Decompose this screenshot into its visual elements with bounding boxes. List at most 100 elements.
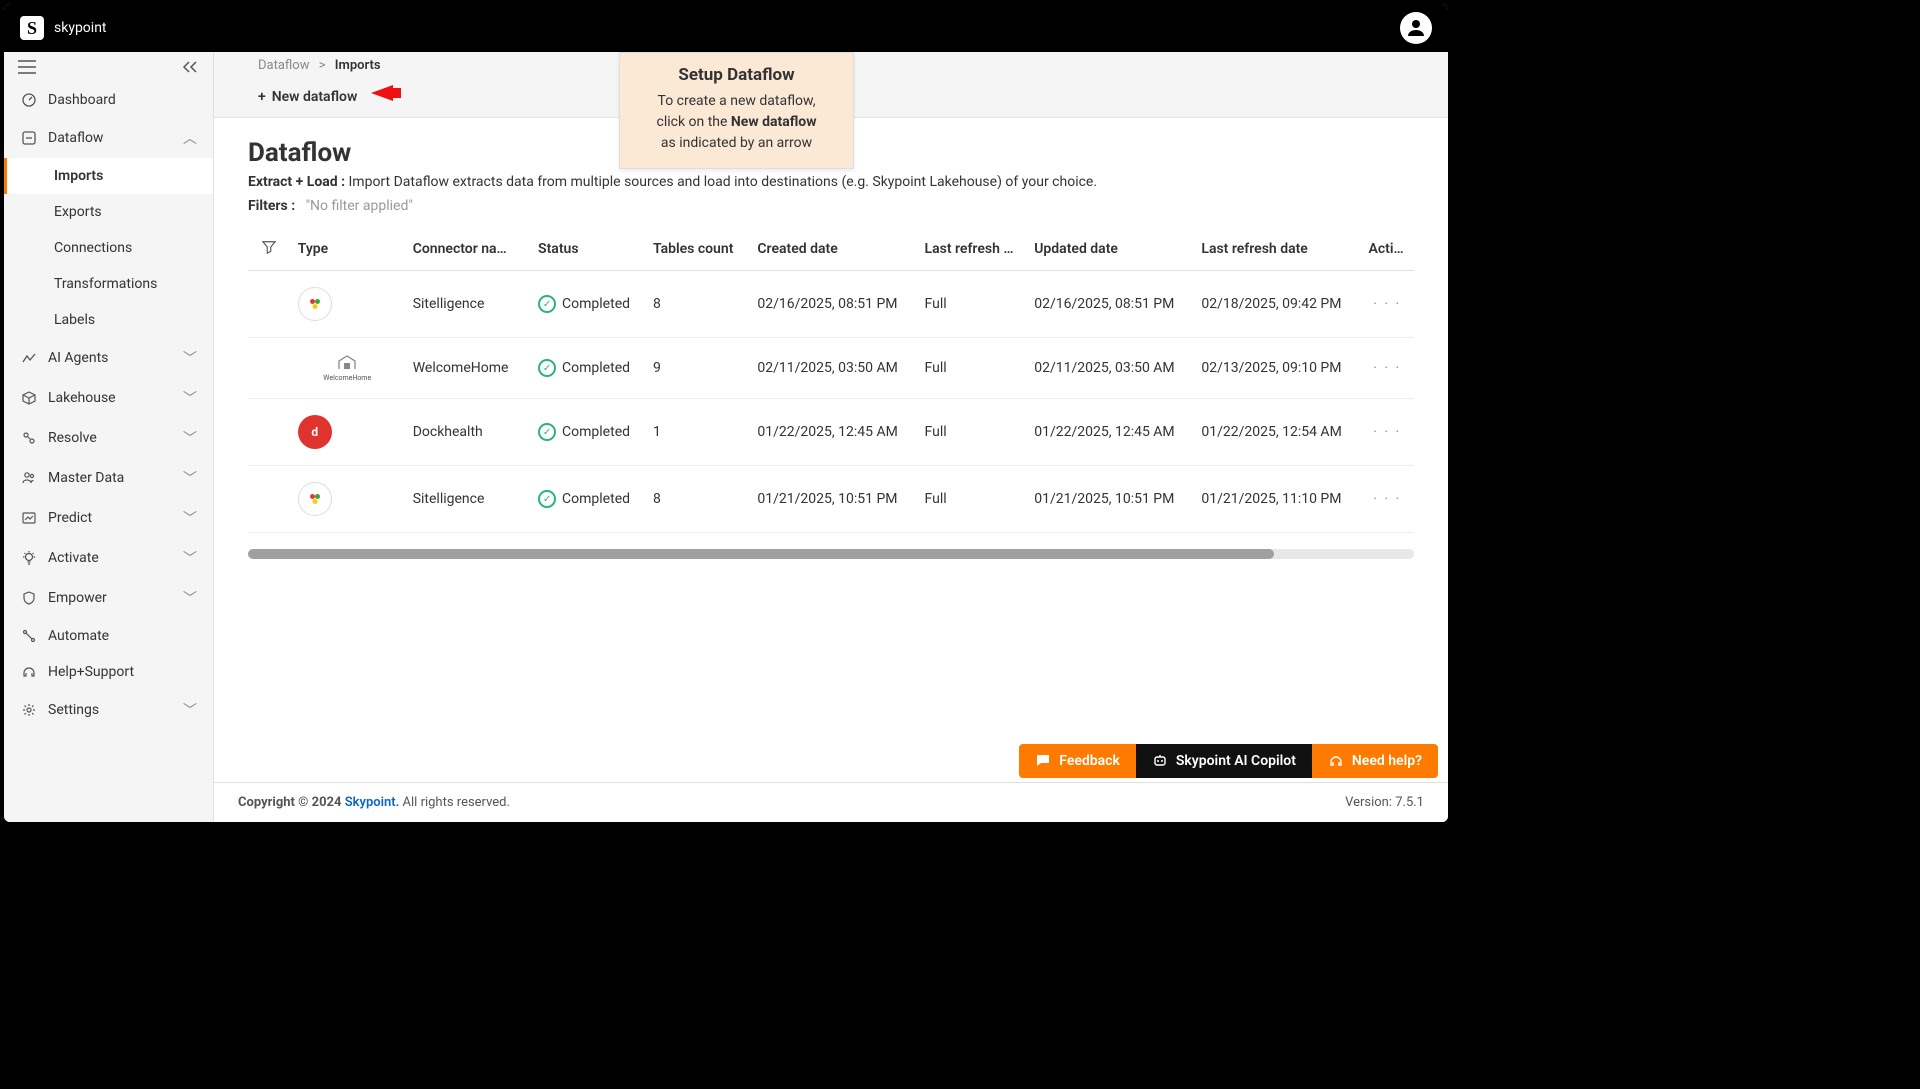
setup-callout: Setup Dataflow To create a new dataflow,…	[619, 52, 854, 169]
cell-status: ✓Completed	[538, 490, 637, 508]
topbar: S skypoint	[4, 4, 1448, 52]
automate-icon	[20, 628, 38, 644]
sidebar-subitem-exports[interactable]: Exports	[4, 194, 213, 230]
col-updated[interactable]: Updated date	[1026, 228, 1193, 271]
cell-last-date: 02/18/2025, 09:42 PM	[1193, 271, 1360, 338]
sidebar-item-activate[interactable]: Activate﹀	[4, 538, 213, 578]
chevron-down-icon: ﹀	[183, 428, 197, 448]
new-dataflow-button[interactable]: + New dataflow	[258, 89, 357, 105]
sidebar-item-resolve[interactable]: Resolve﹀	[4, 418, 213, 458]
pointer-arrow-icon	[371, 85, 393, 101]
sidebar-item-ai-agents[interactable]: AI Agents ﹀	[4, 338, 213, 378]
cell-status: ✓Completed	[538, 359, 637, 377]
cell-created: 01/22/2025, 12:45 AM	[749, 399, 916, 466]
sidebar-item-master-data[interactable]: Master Data﹀	[4, 458, 213, 498]
col-connector[interactable]: Connector na…	[405, 228, 530, 271]
chevron-down-icon: ﹀	[183, 588, 197, 608]
footer-copy-suffix: All rights reserved.	[399, 795, 510, 810]
chevron-down-icon: ﹀	[183, 348, 197, 368]
check-circle-icon: ✓	[538, 359, 556, 377]
connector-icon: d	[298, 415, 332, 449]
check-circle-icon: ✓	[538, 423, 556, 441]
sidebar-subitem-imports[interactable]: Imports	[4, 158, 213, 194]
cell-last-type: Full	[917, 271, 1027, 338]
chevron-down-icon: ﹀	[183, 548, 197, 568]
sidebar-item-empower[interactable]: Empower﹀	[4, 578, 213, 618]
cell-status: ✓Completed	[538, 423, 637, 441]
sidebar-item-automate[interactable]: Automate	[4, 618, 213, 654]
brand[interactable]: S skypoint	[20, 16, 107, 40]
bulb-icon	[20, 550, 38, 566]
chat-icon	[1035, 753, 1051, 769]
cell-last-type: Full	[917, 338, 1027, 399]
col-type[interactable]: Type	[290, 228, 405, 271]
user-icon	[1404, 16, 1428, 40]
col-actions[interactable]: Acti…	[1361, 228, 1414, 271]
col-last-refresh-type[interactable]: Last refresh …	[917, 228, 1027, 271]
col-created[interactable]: Created date	[749, 228, 916, 271]
filter-column-header[interactable]	[248, 228, 290, 271]
callout-title: Setup Dataflow	[636, 65, 837, 85]
footer-link[interactable]: Skypoint.	[345, 795, 400, 810]
chevron-down-icon: ﹀	[183, 508, 197, 528]
sidebar-item-predict[interactable]: Predict ﹀	[4, 498, 213, 538]
table-row[interactable]: Sitelligence✓Completed801/21/2025, 10:51…	[248, 466, 1414, 533]
horizontal-scrollbar[interactable]	[248, 549, 1414, 559]
breadcrumb-current: Imports	[335, 58, 381, 73]
sidebar-item-label: Predict	[48, 510, 173, 526]
check-circle-icon: ✓	[538, 295, 556, 313]
feedback-button[interactable]: Feedback	[1019, 744, 1136, 778]
gauge-icon	[20, 92, 38, 108]
scrollbar-thumb[interactable]	[248, 549, 1274, 559]
cell-updated: 01/22/2025, 12:45 AM	[1026, 399, 1193, 466]
connector-icon	[298, 287, 332, 321]
sidebar-item-label: AI Agents	[48, 350, 173, 366]
chevron-down-icon: ﹀	[183, 700, 197, 720]
sidebar-item-label: Lakehouse	[48, 390, 173, 406]
col-last-refresh-date[interactable]: Last refresh date	[1193, 228, 1360, 271]
cell-connector: Sitelligence	[405, 271, 530, 338]
cell-connector: Dockhealth	[405, 399, 530, 466]
row-actions-button[interactable]: · · ·	[1361, 271, 1414, 338]
sidebar-item-dashboard[interactable]: Dashboard	[4, 82, 213, 118]
sidebar-item-help-support[interactable]: Help+Support	[4, 654, 213, 690]
page-sub-text: Import Dataflow extracts data from multi…	[345, 174, 1097, 190]
sidebar-item-lakehouse[interactable]: Lakehouse﹀	[4, 378, 213, 418]
sidebar-subitem-labels[interactable]: Labels	[4, 302, 213, 338]
callout-line3: as indicated by an arrow	[636, 133, 837, 154]
cell-last-date: 01/21/2025, 11:10 PM	[1193, 466, 1360, 533]
callout-line2b: New dataflow	[731, 114, 817, 130]
row-actions-button[interactable]: · · ·	[1361, 466, 1414, 533]
sidebar-subitem-connections[interactable]: Connections	[4, 230, 213, 266]
need-help-button[interactable]: Need help?	[1312, 744, 1438, 778]
sidebar-item-dataflow[interactable]: Dataflow︿	[4, 118, 213, 158]
row-actions-button[interactable]: · · ·	[1361, 399, 1414, 466]
breadcrumb-parent[interactable]: Dataflow	[258, 58, 310, 73]
hamburger-icon[interactable]	[18, 60, 36, 78]
copilot-button[interactable]: Skypoint AI Copilot	[1136, 744, 1312, 778]
row-actions-button[interactable]: · · ·	[1361, 338, 1414, 399]
table-row[interactable]: Sitelligence✓Completed802/16/2025, 08:51…	[248, 271, 1414, 338]
col-tables[interactable]: Tables count	[645, 228, 749, 271]
cell-created: 01/21/2025, 10:51 PM	[749, 466, 916, 533]
table-row[interactable]: dDockhealth✓Completed101/22/2025, 12:45 …	[248, 399, 1414, 466]
table-row[interactable]: WelcomeHomeWelcomeHome✓Completed902/11/2…	[248, 338, 1414, 399]
headset-icon	[1328, 753, 1344, 769]
cell-tables: 8	[645, 271, 749, 338]
brand-name: skypoint	[54, 20, 107, 36]
user-avatar[interactable]	[1400, 12, 1432, 44]
cell-updated: 02/11/2025, 03:50 AM	[1026, 338, 1193, 399]
predict-icon	[20, 510, 38, 526]
sidebar-item-settings[interactable]: Settings﹀	[4, 690, 213, 730]
collapse-sidebar-icon[interactable]	[181, 60, 199, 78]
funnel-icon	[262, 240, 276, 254]
footer-copy-prefix: Copyright © 2024	[238, 795, 345, 810]
cell-updated: 02/16/2025, 08:51 PM	[1026, 271, 1193, 338]
sidebar: Dashboard Dataflow︿ImportsExportsConnecti…	[4, 52, 214, 822]
sidebar-subitem-transformations[interactable]: Transformations	[4, 266, 213, 302]
col-status[interactable]: Status	[530, 228, 645, 271]
main-content: Dataflow > Imports + New dataflow Setup …	[214, 52, 1448, 822]
footer-version: Version: 7.5.1	[1345, 795, 1424, 810]
cell-tables: 8	[645, 466, 749, 533]
sidebar-item-label: Dashboard	[48, 92, 197, 108]
